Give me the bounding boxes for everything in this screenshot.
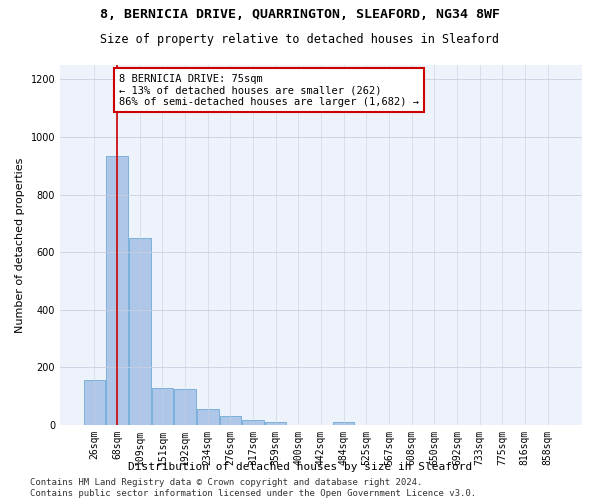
Bar	[106, 156, 128, 425]
Bar	[242, 420, 264, 425]
Bar	[175, 389, 196, 425]
Text: 8 BERNICIA DRIVE: 75sqm
← 13% of detached houses are smaller (262)
86% of semi-d: 8 BERNICIA DRIVE: 75sqm ← 13% of detache…	[119, 74, 419, 107]
Y-axis label: Number of detached properties: Number of detached properties	[15, 158, 25, 332]
Text: 8, BERNICIA DRIVE, QUARRINGTON, SLEAFORD, NG34 8WF: 8, BERNICIA DRIVE, QUARRINGTON, SLEAFORD…	[100, 8, 500, 20]
Bar	[84, 380, 105, 425]
Bar	[265, 422, 286, 425]
Bar	[333, 422, 355, 425]
Bar	[129, 238, 151, 425]
Text: Distribution of detached houses by size in Sleaford: Distribution of detached houses by size …	[128, 462, 472, 472]
Bar	[197, 408, 218, 425]
Bar	[152, 388, 173, 425]
Bar	[220, 416, 241, 425]
Text: Contains HM Land Registry data © Crown copyright and database right 2024.
Contai: Contains HM Land Registry data © Crown c…	[30, 478, 476, 498]
Text: Size of property relative to detached houses in Sleaford: Size of property relative to detached ho…	[101, 32, 499, 46]
